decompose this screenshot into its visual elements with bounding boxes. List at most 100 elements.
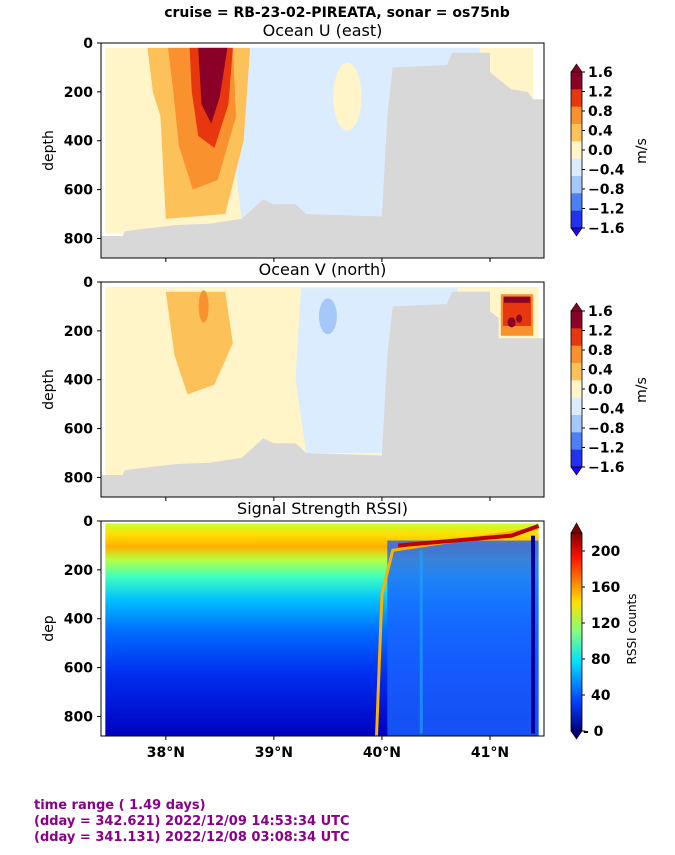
v-slope-jet-core [516,314,523,323]
colorbar-tick-label: 200 [591,544,620,560]
colorbar-tick-label: 0.0 [588,382,613,398]
colorbar-tick-label: 1.2 [588,324,613,340]
colorbar-tick-label: −0.8 [588,182,625,198]
colorbar-label: RSSI counts [625,593,639,664]
end-time-line: (dday = 342.621) 2022/12/09 14:53:34 UTC [34,814,350,829]
colorbar-segment [571,72,582,90]
colorbar-tick-label: −1.6 [588,221,625,237]
rssi-slope-region [387,540,539,736]
y-tick-label: 800 [64,470,93,486]
colorbar-tick-label: - 0 [583,724,604,740]
colorbar-tick-label: 120 [591,616,620,632]
colorbar-tick-label: −1.2 [588,441,625,457]
colorbar-segment [571,89,582,107]
colorbar-tick-label: −0.4 [588,163,625,179]
colorbar-segment [571,124,582,142]
v-strong-positive [198,290,209,323]
colorbar-extend-max [570,522,583,534]
v-negative-patch [318,298,337,335]
panel-title: Signal Strength RSSI) [237,499,408,518]
v-slope-jet-core [507,317,516,328]
colorbar-tick-label: 40 [591,688,611,704]
x-tick-label: 41°N [471,745,509,761]
rssi-strong-echo [397,524,540,548]
v-slope-jet-core [504,296,530,303]
axes-frame [100,520,545,737]
colorbar-tick-label: −0.8 [588,421,625,437]
colorbar-segment [571,397,582,416]
colorbar-extend-max [570,63,583,73]
u-core-max [198,47,228,124]
time-range-line: time range ( 1.49 days) [34,798,206,813]
x-tick-label: 40°N [363,745,401,761]
colorbar-extend-min [570,227,583,237]
panel-title: Ocean U (east) [263,21,383,40]
colorbar-tick-label: 0.8 [588,104,613,120]
u-positive-patch [333,62,362,131]
colorbar-tick-label: 1.6 [588,65,613,81]
y-tick-label: 800 [64,231,93,247]
y-axis-label: depth [41,369,57,410]
colorbar-tick-label: 1.6 [588,304,613,320]
u-field [101,43,544,258]
colorbar-segment [571,328,582,346]
colorbar-tick-label: −1.6 [588,460,625,476]
x-tick-label: 39°N [255,745,293,761]
colorbar-tick-label: −1.2 [588,202,625,218]
colorbar-extend-min [570,730,583,740]
panel-title: Ocean V (north) [259,260,387,279]
rssi-vertical-stripe [419,550,423,734]
colorbar-segment [571,311,582,329]
y-tick-label: 600 [64,422,93,438]
rssi-field [105,523,540,737]
y-tick-label: 0 [83,275,93,291]
x-tick-label: 38°N [147,745,185,761]
figure-suptitle: cruise = RB-23-02-PIREATA, sonar = os75n… [164,5,510,21]
bathymetry-mask [101,52,544,258]
y-axis-label: dep [41,615,57,642]
colorbar-tick-label: 0.4 [588,363,613,379]
colorbar-tick-label: 160 [591,580,620,596]
time-range-footer: time range ( 1.49 days) (dday = 342.621)… [34,798,350,846]
colorbar-segment [571,415,582,433]
y-tick-label: 600 [64,183,93,199]
colorbar-segment [571,141,582,159]
y-tick-label: 200 [64,85,93,101]
y-tick-label: 400 [64,373,93,389]
y-tick-label: 0 [83,36,93,52]
colorbar-segment [571,158,582,177]
colorbar-segment [571,449,582,468]
colorbar-label: m/s [634,138,650,164]
colorbar-extend-min [570,466,583,476]
colorbar-segment [571,432,582,450]
y-tick-label: 200 [64,324,93,340]
colorbar-segment [571,210,582,229]
v-moderate-positive [165,291,233,395]
axes-frame [100,42,545,259]
colorbar-tick-label: 0.8 [588,343,613,359]
colorbar-tick-label: 0.0 [588,143,613,159]
start-time-line: (dday = 341.131) 2022/12/08 03:08:34 UTC [34,830,350,845]
y-tick-label: 400 [64,134,93,150]
y-tick-label: 200 [64,563,93,579]
colorbar-segment [571,193,582,211]
y-tick-label: 0 [83,514,93,530]
colorbar-tick-label: 80 [591,652,611,668]
colorbar-gradient [570,532,583,732]
colorbar-tick-label: −0.4 [588,402,625,418]
axes-frame [100,281,545,498]
colorbar-segment [571,380,582,398]
v-field [101,282,544,497]
y-axis-label: depth [41,130,57,171]
colorbar-tick-label: 0.4 [588,124,613,140]
colorbar-segment [571,106,582,125]
y-tick-label: 400 [64,612,93,628]
y-tick-label: 800 [64,709,93,725]
colorbar-label: m/s [634,377,650,403]
rssi-dropout-stripe [531,535,536,734]
colorbar-segment [571,345,582,364]
y-tick-label: 600 [64,661,93,677]
colorbar-extend-max [570,302,583,312]
colorbar-tick-label: 1.2 [588,85,613,101]
